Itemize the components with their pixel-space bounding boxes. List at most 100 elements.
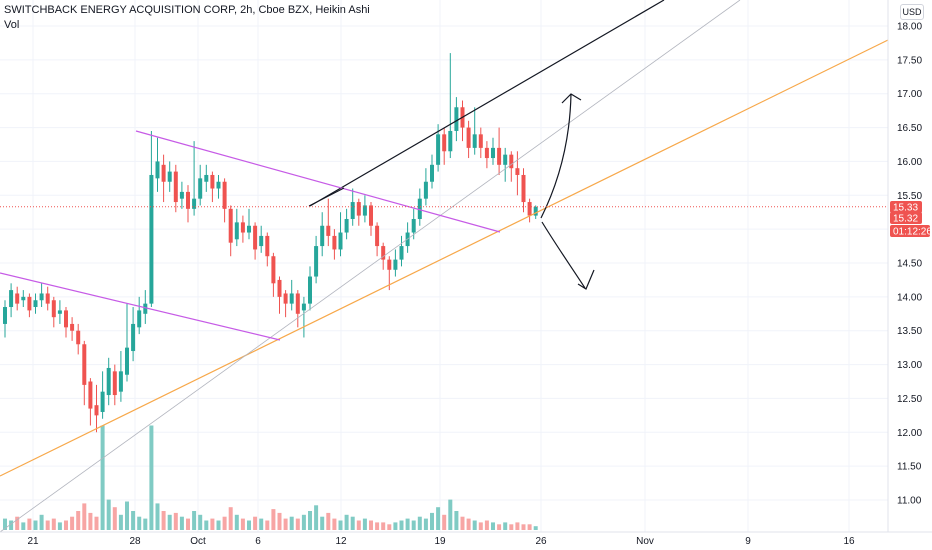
candle-body bbox=[356, 202, 361, 216]
candle-body bbox=[259, 235, 264, 247]
candle-body bbox=[131, 323, 136, 352]
up-arrow-line bbox=[540, 93, 572, 219]
time-tick-label: 26 bbox=[535, 536, 547, 547]
volume-bar bbox=[179, 516, 184, 530]
candle-body bbox=[137, 310, 142, 328]
candle-body bbox=[240, 222, 245, 233]
volume-bar bbox=[88, 512, 93, 530]
volume-bar bbox=[283, 518, 288, 530]
candle-body bbox=[393, 259, 398, 270]
symbol-title: SWITCHBACK ENERGY ACQUISITION CORP, 2h, … bbox=[4, 4, 370, 16]
volume-bar bbox=[460, 516, 465, 530]
price-tag-bg bbox=[890, 225, 930, 237]
time-axis[interactable]: 21 28 Oct 6 12 19 26 Nov 9 16 bbox=[27, 536, 855, 547]
volume-bar bbox=[240, 518, 245, 530]
candle-body bbox=[82, 344, 87, 385]
black-channel-base bbox=[308, 187, 345, 207]
volume-bar bbox=[454, 511, 459, 530]
candle-body bbox=[179, 191, 184, 199]
candle-body bbox=[509, 154, 514, 169]
volume-bar bbox=[57, 522, 62, 530]
candle-body bbox=[289, 293, 294, 304]
volume-bar bbox=[356, 520, 361, 530]
volume-bar bbox=[344, 514, 349, 530]
volume-bar bbox=[247, 520, 251, 530]
price-tag-label: 01:12:26 bbox=[893, 227, 932, 238]
volume-bar bbox=[289, 516, 294, 530]
volume-bar bbox=[82, 503, 87, 530]
gray-trendline bbox=[0, 0, 741, 533]
chart-legend: SWITCHBACK ENERGY ACQUISITION CORP, 2h, … bbox=[4, 4, 370, 32]
time-tick-label: 21 bbox=[27, 536, 39, 547]
candle-body bbox=[51, 300, 56, 318]
grid bbox=[0, 0, 888, 532]
volume-bar bbox=[503, 522, 508, 530]
candle-body bbox=[326, 225, 331, 236]
candle-body bbox=[375, 225, 380, 247]
volume-bar bbox=[210, 518, 215, 530]
volume-bar bbox=[21, 522, 26, 530]
volume-bar bbox=[198, 514, 203, 530]
price-tick-label: 15.50 bbox=[897, 191, 922, 202]
candle-body bbox=[3, 307, 7, 324]
orange-trendline bbox=[0, 39, 889, 477]
drawings bbox=[0, 0, 889, 533]
time-tick-label: Oct bbox=[190, 536, 206, 547]
candle-body bbox=[222, 181, 227, 209]
candle-body bbox=[295, 293, 300, 314]
volume-bar bbox=[234, 514, 239, 530]
candle-body bbox=[112, 371, 117, 396]
candle-body bbox=[70, 323, 75, 331]
volume-bar bbox=[295, 518, 300, 530]
price-tick-label: 17.50 bbox=[897, 55, 922, 66]
volume-bar bbox=[106, 499, 111, 530]
volume-bar bbox=[131, 511, 136, 530]
candle-body bbox=[186, 191, 190, 209]
volume-bar bbox=[509, 524, 514, 530]
candle-body bbox=[442, 134, 447, 152]
price-tick-label: 11.50 bbox=[897, 462, 922, 473]
candle-body bbox=[308, 276, 312, 304]
candle-body bbox=[33, 300, 38, 308]
down-arrowhead bbox=[577, 269, 595, 290]
volume-bar bbox=[271, 509, 276, 530]
candle-body bbox=[247, 225, 251, 233]
volume-label: Vol bbox=[4, 19, 20, 31]
price-tick-label: 12.00 bbox=[897, 428, 922, 439]
time-tick-label: 9 bbox=[745, 536, 751, 547]
volume-bar bbox=[405, 518, 410, 530]
volume-bar bbox=[253, 516, 258, 530]
volume-bar bbox=[204, 520, 209, 530]
volume-bar bbox=[430, 512, 434, 530]
volume-bar bbox=[448, 499, 453, 530]
volume-bar bbox=[314, 505, 319, 530]
price-axis[interactable]: 18.0017.5017.0016.5016.0015.5015.0014.50… bbox=[897, 22, 922, 507]
volume-bar bbox=[369, 520, 373, 530]
volume-bar bbox=[149, 425, 154, 530]
candle-body bbox=[472, 134, 477, 148]
candle-body bbox=[497, 147, 502, 165]
candle-body bbox=[198, 178, 203, 199]
candle-body bbox=[265, 235, 270, 257]
volume-bar bbox=[484, 520, 489, 530]
volume-bar bbox=[362, 518, 367, 530]
price-tick-label: 14.50 bbox=[897, 259, 922, 270]
candle-body bbox=[228, 208, 233, 243]
currency-button[interactable]: USD bbox=[900, 4, 924, 20]
candle-body bbox=[527, 202, 532, 216]
volume-bar bbox=[118, 514, 123, 530]
volume-bar bbox=[76, 511, 81, 530]
volume-bar bbox=[417, 516, 422, 530]
candle-body bbox=[210, 174, 215, 189]
candle-body bbox=[100, 391, 105, 412]
volume-bar bbox=[338, 520, 343, 530]
candle-body bbox=[149, 174, 154, 304]
volume-bar bbox=[308, 511, 312, 530]
candle-body bbox=[301, 303, 306, 311]
candle-body bbox=[39, 293, 44, 301]
volume-bar bbox=[33, 520, 38, 530]
volume-bar bbox=[393, 522, 398, 530]
volume-bar bbox=[161, 511, 166, 530]
candle-body bbox=[344, 218, 349, 233]
